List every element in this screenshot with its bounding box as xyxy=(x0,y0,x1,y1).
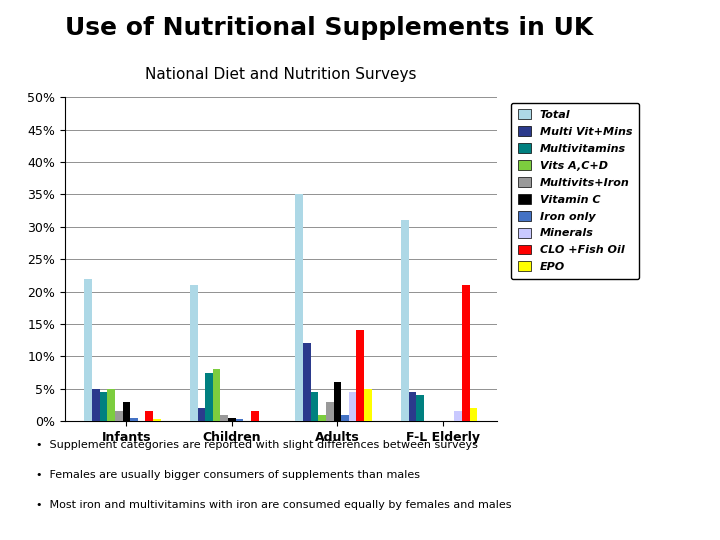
Bar xyxy=(220,415,228,421)
Legend: Total, Multi Vit+Mins, Multivitamins, Vits A,C+D, Multivits+Iron, Vitamin C, Iro: Total, Multi Vit+Mins, Multivitamins, Vi… xyxy=(511,103,639,279)
Bar xyxy=(462,285,469,421)
Bar xyxy=(311,392,318,421)
Bar xyxy=(348,392,356,421)
Bar xyxy=(454,411,462,421)
Bar xyxy=(99,392,107,421)
Bar xyxy=(295,194,303,421)
Bar xyxy=(469,408,477,421)
Bar xyxy=(416,395,424,421)
Text: •  Supplement categories are reported with slight differences between surveys: • Supplement categories are reported wit… xyxy=(36,440,478,450)
Bar xyxy=(235,419,243,421)
Bar xyxy=(333,382,341,421)
Bar xyxy=(341,415,348,421)
Bar xyxy=(205,373,213,421)
Bar xyxy=(115,411,122,421)
Bar xyxy=(408,392,416,421)
Bar xyxy=(318,415,326,421)
Bar xyxy=(228,418,235,421)
Text: •  Most iron and multivitamins with iron are consumed equally by females and mal: • Most iron and multivitamins with iron … xyxy=(36,500,511,510)
Bar xyxy=(190,285,197,421)
Bar xyxy=(84,279,92,421)
Bar xyxy=(251,411,258,421)
Bar xyxy=(92,389,99,421)
Bar xyxy=(364,389,372,421)
Bar xyxy=(107,389,115,421)
Bar xyxy=(213,369,220,421)
Bar xyxy=(356,330,364,421)
Text: National Diet and Nutrition Surveys: National Diet and Nutrition Surveys xyxy=(145,68,417,83)
Bar xyxy=(153,419,161,421)
Bar xyxy=(326,402,333,421)
Bar xyxy=(145,411,153,421)
Text: Use of Nutritional Supplements in UK: Use of Nutritional Supplements in UK xyxy=(65,16,593,40)
Bar xyxy=(130,418,138,421)
Bar xyxy=(401,220,408,421)
Bar xyxy=(197,408,205,421)
Bar xyxy=(303,343,311,421)
Bar xyxy=(122,402,130,421)
Text: •  Females are usually bigger consumers of supplements than males: • Females are usually bigger consumers o… xyxy=(36,470,420,480)
